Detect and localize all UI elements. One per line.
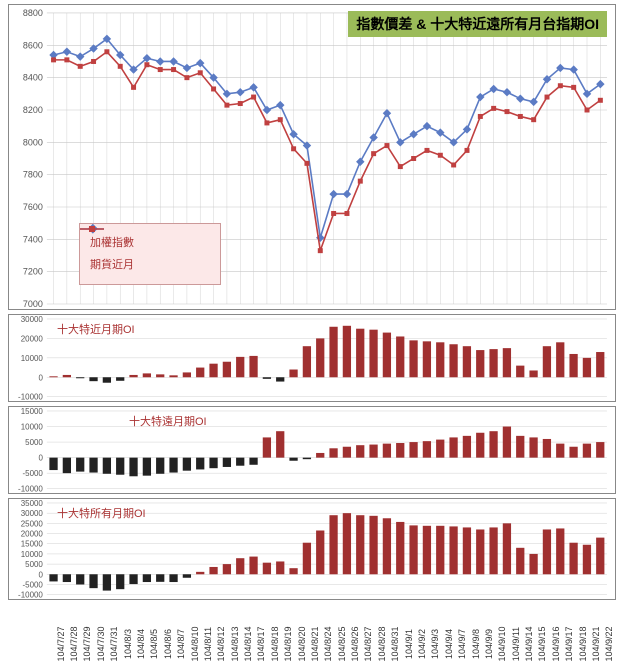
svg-text:0: 0 (38, 454, 43, 463)
svg-text:5000: 5000 (25, 438, 43, 447)
svg-text:25000: 25000 (21, 519, 44, 528)
svg-text:0: 0 (38, 373, 43, 382)
main-chart-panel: 指數價差 & 十大特近遠所有月台指期OI 加權指數 期貨近月 7000 7200 7… (8, 4, 616, 310)
svg-text:5000: 5000 (25, 560, 43, 569)
chart-container: { "title": "指數價差 & 十大特近遠所有月台指期OI", "date… (0, 0, 624, 648)
sub-chart-1-panel: 十大特近月期OI -10000 0 10000 20000 30000 (8, 314, 616, 402)
legend: 加權指數 期貨近月 (79, 223, 221, 285)
svg-text:0: 0 (38, 570, 43, 579)
svg-text:15000: 15000 (21, 540, 44, 549)
svg-text:10000: 10000 (21, 550, 44, 559)
svg-text:-5000: -5000 (22, 580, 43, 589)
sub-chart-1-label: 十大特近月期OI (57, 321, 135, 337)
svg-text:8600: 8600 (23, 40, 43, 50)
sub-chart-2-label: 十大特遠月期OI (129, 413, 207, 429)
legend-label: 期貨近月 (90, 254, 134, 276)
svg-text:-10000: -10000 (18, 485, 43, 493)
svg-text:20000: 20000 (21, 334, 44, 343)
svg-text:8800: 8800 (23, 8, 43, 18)
svg-text:8000: 8000 (23, 137, 43, 147)
svg-text:8400: 8400 (23, 73, 43, 83)
legend-label: 加權指數 (90, 232, 134, 254)
svg-text:-10000: -10000 (18, 591, 43, 599)
svg-text:30000: 30000 (21, 509, 44, 518)
svg-text:20000: 20000 (21, 530, 44, 539)
sub-chart-3-label: 十大特所有月期OI (57, 505, 146, 521)
chart-title: 指數價差 & 十大特近遠所有月台指期OI (348, 11, 607, 37)
svg-text:10000: 10000 (21, 423, 44, 432)
svg-text:7800: 7800 (23, 170, 43, 180)
x-axis: 104/7/27104/7/28104/7/29104/7/30104/7/31… (8, 600, 616, 646)
svg-text:7600: 7600 (23, 202, 43, 212)
svg-text:10000: 10000 (21, 354, 44, 363)
svg-text:35000: 35000 (21, 499, 44, 508)
sub-chart-2: -10000 -5000 0 5000 10000 15000 (9, 407, 615, 493)
svg-text:7000: 7000 (23, 299, 43, 308)
legend-item: 期貨近月 (90, 254, 210, 276)
sub-chart-3-panel: 十大特所有月期OI -10000 -50000500010000150002000… (8, 498, 616, 600)
svg-text:15000: 15000 (21, 407, 44, 416)
legend-item: 加權指數 (90, 232, 210, 254)
svg-text:7400: 7400 (23, 234, 43, 244)
svg-text:-10000: -10000 (18, 393, 43, 401)
sub-chart-2-panel: 十大特遠月期OI -10000 -5000 0 5000 10000 15000 (8, 406, 616, 494)
svg-text:8200: 8200 (23, 105, 43, 115)
svg-text:30000: 30000 (21, 315, 44, 324)
svg-text:-5000: -5000 (22, 469, 43, 478)
svg-text:7200: 7200 (23, 267, 43, 277)
